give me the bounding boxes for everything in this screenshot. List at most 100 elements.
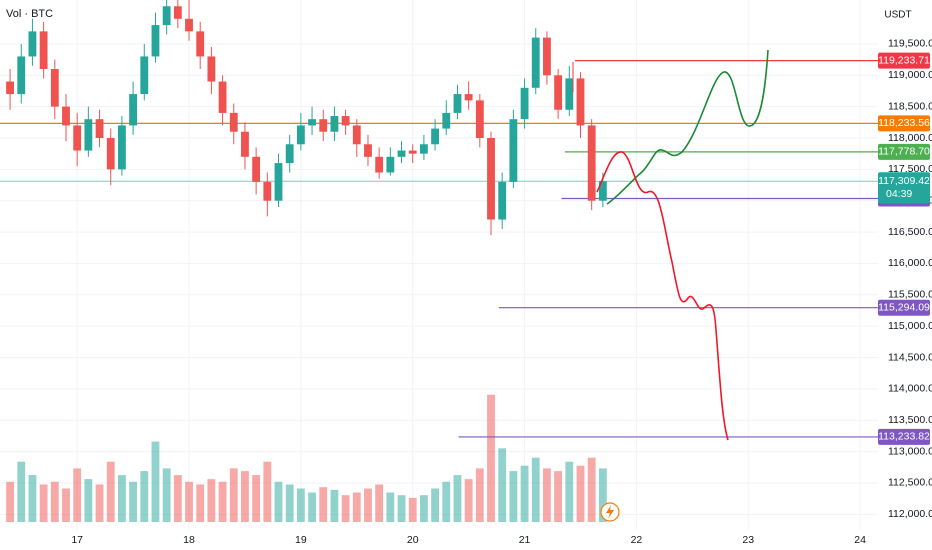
- level-label: 117,778.70: [878, 146, 930, 158]
- volume-bar: [263, 461, 272, 522]
- y-tick-label: 118,500.00: [888, 100, 932, 112]
- volume-bar: [509, 471, 518, 522]
- candle-body: [229, 112, 238, 132]
- volume-bar: [62, 488, 70, 522]
- level-badge: [878, 299, 930, 316]
- candle-body: [341, 116, 350, 126]
- volume-bar: [442, 481, 451, 522]
- level-badge: [878, 52, 930, 69]
- candle-body: [263, 181, 272, 201]
- candle-body: [6, 81, 14, 95]
- volume-bar: [117, 475, 126, 522]
- candle-body: [117, 125, 126, 170]
- level-label: 118,233.56: [878, 117, 930, 129]
- volume-bar: [531, 457, 540, 522]
- candles: [6, 0, 607, 236]
- candle-body: [576, 78, 585, 126]
- y-tick-label: 115,500.00: [888, 289, 932, 301]
- candle-body: [475, 100, 484, 138]
- volume-bar: [285, 484, 294, 522]
- y-tick-label: 113,000.00: [888, 445, 932, 457]
- candle-body: [364, 144, 372, 157]
- green-projection: [606, 49, 769, 205]
- candle-body: [587, 125, 596, 201]
- volume-bar: [498, 448, 507, 522]
- candle-body: [487, 137, 495, 220]
- countdown-label: 04:39: [886, 188, 912, 200]
- volume-bar: [50, 481, 59, 522]
- x-tick-label: 21: [519, 534, 531, 546]
- candle-body: [498, 181, 507, 220]
- volume-bar: [587, 457, 596, 522]
- x-tick-label: 20: [407, 534, 419, 546]
- volume-pane: [6, 394, 607, 522]
- candle-body: [196, 31, 205, 57]
- candle-body: [509, 119, 518, 182]
- volume-bar: [386, 492, 395, 522]
- x-tick-label: 22: [631, 534, 643, 546]
- candle-body: [173, 6, 182, 19]
- volume-bar: [296, 488, 305, 522]
- y-tick-label: 116,500.00: [888, 226, 932, 238]
- volume-bar: [408, 497, 417, 522]
- volume-bar: [308, 492, 316, 522]
- candle-body: [419, 144, 428, 154]
- candle-body: [598, 181, 607, 201]
- volume-bar: [39, 484, 48, 522]
- volume-bar: [475, 468, 484, 522]
- grid: [0, 0, 878, 530]
- candle-body: [207, 56, 216, 82]
- volume-bar: [576, 465, 585, 522]
- volume-bar: [140, 471, 149, 522]
- drawings: [572, 49, 769, 522]
- candle-body: [17, 56, 26, 95]
- volume-bar: [319, 487, 328, 522]
- axes: 112,000.00 112,500.00 113,000.00 113,500.00…: [71, 38, 932, 546]
- volume-bar: [252, 475, 261, 522]
- level-label: 115,294.09: [878, 301, 930, 313]
- candle-body: [252, 156, 261, 182]
- y-tick-label: 118,000.00: [888, 132, 932, 144]
- volume-bar: [520, 465, 529, 522]
- x-tick-label: 23: [742, 534, 754, 546]
- volume-bar: [341, 495, 350, 522]
- candle-body: [62, 106, 70, 126]
- candle-body: [520, 87, 529, 120]
- level-label: 119,233.71: [878, 54, 930, 66]
- volume-bar: [218, 481, 227, 522]
- candle-body: [531, 37, 540, 88]
- volume-bar: [352, 492, 361, 522]
- volume-bar: [229, 468, 238, 522]
- candle-body: [185, 18, 193, 32]
- volume-bar: [151, 441, 160, 522]
- y-tick-label: 117,500.00: [888, 163, 932, 175]
- volume-bar: [207, 479, 216, 522]
- y-tick-label: 119,000.00: [888, 69, 932, 81]
- candle-body: [319, 119, 328, 132]
- candle-body: [431, 128, 439, 145]
- volume-bar: [543, 468, 551, 522]
- volume-bar: [565, 461, 574, 522]
- candle-body: [375, 156, 384, 173]
- candle-body: [386, 156, 395, 173]
- volume-bar: [397, 495, 406, 522]
- volume-bar: [554, 471, 563, 522]
- volume-bar: [241, 471, 249, 522]
- volume-label: Vol · BTC: [6, 8, 53, 20]
- volume-bar: [84, 479, 93, 522]
- volume-bar: [28, 475, 37, 522]
- x-tick-label: 17: [71, 534, 83, 546]
- volume-bar: [364, 488, 372, 522]
- candle-body: [129, 94, 138, 126]
- volume-bar: [419, 495, 428, 522]
- price-axis-unit: USDT: [884, 10, 911, 21]
- levels: [0, 60, 878, 438]
- candle-body: [140, 56, 149, 95]
- volume-bar: [129, 481, 138, 522]
- candle-body: [464, 94, 473, 101]
- price-axis: [878, 0, 932, 550]
- current-price-badge: [878, 172, 930, 204]
- candle-body: [543, 37, 551, 76]
- candle-body: [554, 75, 563, 110]
